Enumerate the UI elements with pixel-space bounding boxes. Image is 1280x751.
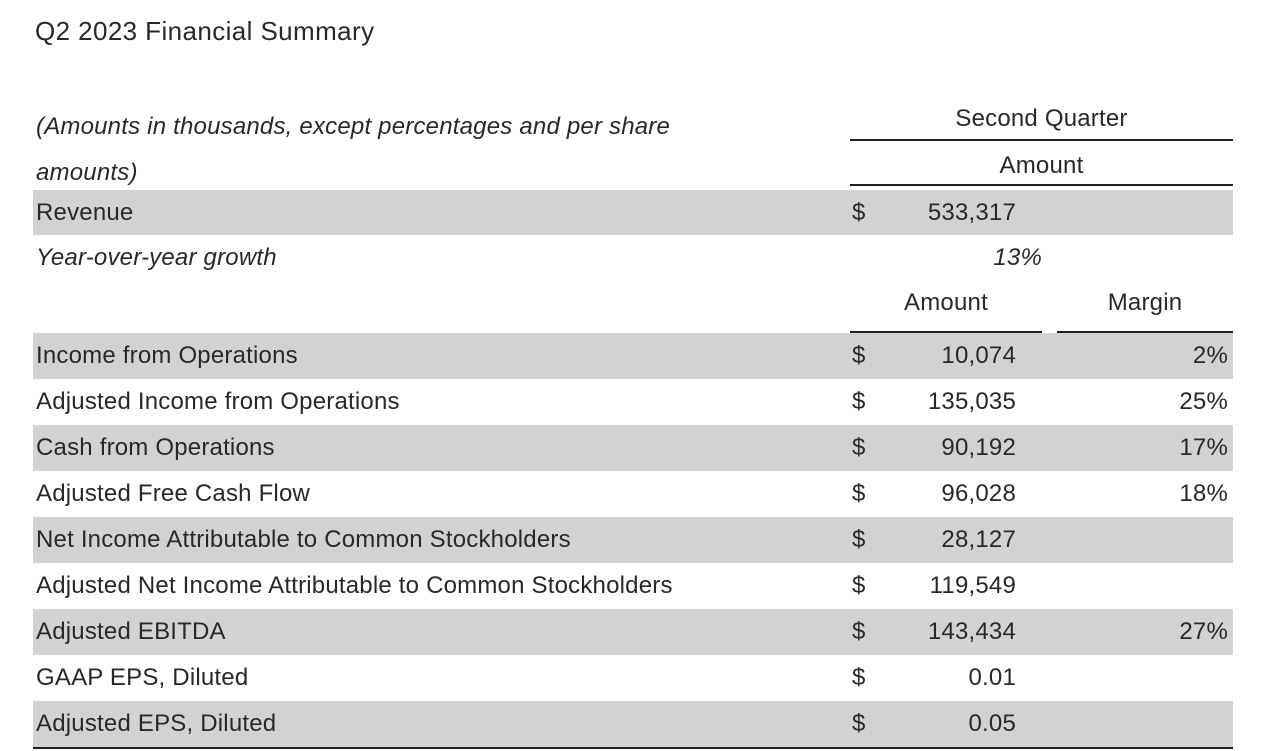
column-headers-row: Amount Margin <box>33 280 1233 333</box>
table-row: Adjusted Income from Operations $ 135,03… <box>33 379 1233 425</box>
page-title: Q2 2023 Financial Summary <box>35 16 375 46</box>
amount-cell: $ 10,074 <box>850 333 1042 379</box>
amount-value: 143,434 <box>927 618 1016 645</box>
note-line-1: (Amounts in thousands, except percentage… <box>36 113 671 140</box>
amounts-disclaimer-note: (Amounts in thousands, except percentage… <box>36 104 846 196</box>
column-gap <box>1042 235 1057 280</box>
table-row: Cash from Operations $ 90,192 17% <box>33 425 1233 471</box>
margin-column-header: Margin <box>1057 280 1233 333</box>
column-gap <box>1042 609 1057 655</box>
column-gap <box>1042 655 1057 701</box>
currency-symbol: $ <box>852 342 866 369</box>
column-gap <box>1042 333 1057 379</box>
currency-symbol: $ <box>852 618 866 645</box>
row-label: Net Income Attributable to Common Stockh… <box>36 526 571 553</box>
currency-symbol: $ <box>852 710 866 737</box>
table-row: Income from Operations $ 10,074 2% <box>33 333 1233 379</box>
currency-symbol: $ <box>852 664 866 691</box>
amount-value: 135,035 <box>927 388 1016 415</box>
amount-cell: $ 135,035 <box>850 379 1042 425</box>
column-gap <box>1042 280 1057 333</box>
amount-cell: $ 533,317 <box>850 190 1042 235</box>
row-label: Adjusted EPS, Diluted <box>36 710 277 737</box>
amount-column-header: Amount <box>850 280 1042 333</box>
margin-value <box>1057 235 1233 280</box>
margin-value: 25% <box>1179 388 1228 415</box>
currency-symbol: $ <box>852 388 866 415</box>
note-line-2: amounts) <box>36 159 138 186</box>
table-row: Adjusted Net Income Attributable to Comm… <box>33 563 1233 609</box>
column-gap <box>1042 425 1057 471</box>
row-label: Cash from Operations <box>36 434 275 461</box>
margin-value: 17% <box>1179 434 1228 461</box>
table-row: Adjusted EBITDA $ 143,434 27% <box>33 609 1233 655</box>
row-label: Adjusted EBITDA <box>36 618 226 645</box>
column-gap <box>1042 471 1057 517</box>
column-gap <box>1042 379 1057 425</box>
amount-value: 10,074 <box>941 342 1016 369</box>
row-label: GAAP EPS, Diluted <box>36 664 249 691</box>
margin-value: 2% <box>1192 342 1228 369</box>
column-gap <box>1042 563 1057 609</box>
amount-value: 0.01 <box>968 664 1016 691</box>
table-row: Adjusted Free Cash Flow $ 96,028 18% <box>33 471 1233 517</box>
column-gap <box>1042 701 1057 747</box>
amount-cell: $ 28,127 <box>850 517 1042 563</box>
amount-cell: $ 143,434 <box>850 609 1042 655</box>
amount-group-header: Amount <box>850 141 1233 186</box>
table-row: Adjusted EPS, Diluted $ 0.05 <box>33 701 1233 747</box>
currency-symbol: $ <box>852 572 866 599</box>
row-label: Income from Operations <box>36 342 298 369</box>
second-quarter-header: Second Quarter <box>850 102 1233 141</box>
currency-symbol: $ <box>852 434 866 461</box>
table-row-revenue: Revenue $ 533,317 <box>33 190 1233 235</box>
amount-value: 13% <box>993 244 1042 271</box>
table-row: GAAP EPS, Diluted $ 0.01 <box>33 655 1233 701</box>
amount-cell: $ 96,028 <box>850 471 1042 517</box>
financial-summary-table: Revenue $ 533,317 Year-over-year growth … <box>33 190 1233 749</box>
currency-symbol: $ <box>852 199 866 226</box>
amount-cell: $ 0.05 <box>850 701 1042 747</box>
amount-value: 96,028 <box>941 480 1016 507</box>
column-gap <box>1042 190 1057 235</box>
amount-value: 0.05 <box>968 710 1016 737</box>
spacer-cell <box>33 280 850 333</box>
column-gap <box>1042 517 1057 563</box>
amount-value: 90,192 <box>941 434 1016 461</box>
amount-value: 119,549 <box>929 572 1016 599</box>
amount-cell: $ 119,549 <box>850 563 1042 609</box>
row-label: Year-over-year growth <box>36 244 277 271</box>
currency-symbol: $ <box>852 526 866 553</box>
amount-cell: $ 0.01 <box>850 655 1042 701</box>
margin-value <box>1057 701 1233 747</box>
currency-symbol: $ <box>852 480 866 507</box>
table-row-yoy-growth: Year-over-year growth 13% <box>33 235 1233 280</box>
amount-value: 28,127 <box>941 526 1016 553</box>
margin-value <box>1057 655 1233 701</box>
margin-value: 18% <box>1179 480 1228 507</box>
row-label: Adjusted Income from Operations <box>36 388 400 415</box>
amount-value: 533,317 <box>927 199 1016 226</box>
table-row: Net Income Attributable to Common Stockh… <box>33 517 1233 563</box>
margin-value <box>1057 517 1233 563</box>
row-label: Adjusted Net Income Attributable to Comm… <box>36 572 673 599</box>
amount-cell: 13% <box>850 235 1042 280</box>
margin-value <box>1057 190 1233 235</box>
margin-value <box>1057 563 1233 609</box>
row-label: Adjusted Free Cash Flow <box>36 480 311 507</box>
row-label: Revenue <box>36 199 134 226</box>
margin-value: 27% <box>1179 618 1228 645</box>
quarter-column-group-header: Second Quarter Amount <box>850 102 1233 186</box>
amount-cell: $ 90,192 <box>850 425 1042 471</box>
